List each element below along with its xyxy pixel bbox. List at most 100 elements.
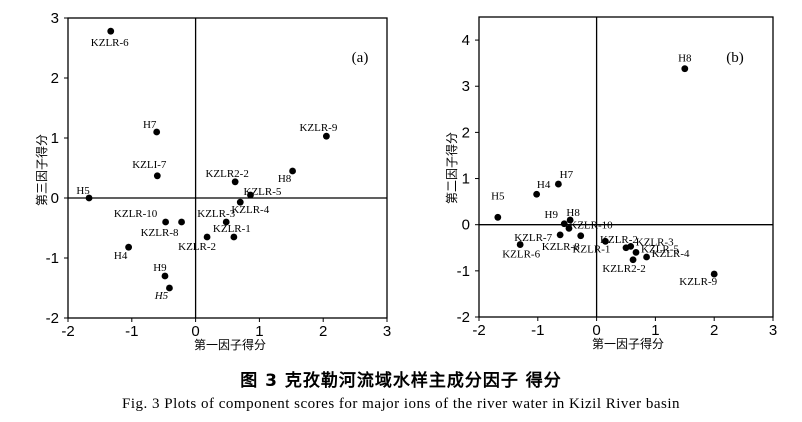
x-tick-label: 3 [769,322,777,339]
y-tick-label: -1 [457,263,470,280]
data-point-label: KZLR-10 [114,208,158,220]
x-tick-label: -1 [125,323,138,340]
data-point [107,27,115,35]
data-point [643,253,650,261]
y-tick-label: 0 [51,190,59,207]
data-point-label: KZLR-9 [299,122,337,134]
x-tick-label: 2 [710,322,718,339]
data-point-label: KZLR2-2 [602,263,645,275]
data-point [125,243,133,251]
data-point-label: KZLR-5 [244,186,282,198]
data-point-label: KZLI-7 [132,159,167,171]
data-point [566,216,574,224]
data-point [166,284,173,292]
data-point-label: KZLR-2 [178,241,216,253]
y-tick-label: -2 [457,309,470,326]
x-tick-label: -2 [472,322,485,339]
data-point-label: KZLR-4 [231,204,269,216]
caption-chinese: 图 3 克孜勒河流域水样主成分因子 得分 [240,371,562,391]
y-tick-label: -1 [46,250,59,267]
y-axis-title: 第三因子得分 [34,134,49,206]
data-point-label: H7 [143,119,157,131]
x-axis-title: 第一因子得分 [194,337,266,352]
data-point [629,256,637,264]
data-point [322,132,330,140]
y-tick-label: 3 [462,78,470,95]
data-point-label: KZLR-9 [679,276,717,288]
data-point [627,242,635,250]
data-point-label: H5 [491,190,505,202]
x-tick-label: 1 [651,322,659,339]
data-point-label: H7 [560,169,574,181]
y-tick-label: 0 [462,217,470,234]
data-point-label: H4 [537,179,551,191]
x-tick-label: 0 [191,323,199,340]
x-tick-label: 3 [383,323,391,340]
data-point [162,218,170,226]
y-tick-label: 2 [51,70,59,87]
x-tick-label: -1 [531,322,544,339]
panel-label: (b) [726,50,744,66]
x-tick-label: 2 [319,323,327,340]
data-point [632,248,640,256]
data-point [222,218,230,226]
data-point [602,237,609,245]
data-point [85,194,93,202]
data-point-label: KZLR-8 [141,227,179,239]
x-tick-label: -2 [61,323,74,340]
data-point [289,167,296,175]
data-point-label: H8 [278,173,292,185]
data-point-label: KZLR-6 [91,37,129,49]
data-point [153,128,161,136]
y-tick-label: 1 [51,130,59,147]
data-point-label: H5 [154,290,169,302]
data-point-label: KZLR-8 [542,241,580,253]
data-point [560,220,568,228]
data-point [533,190,541,198]
x-axis-title: 第一因子得分 [592,336,664,351]
data-point-label: KZLR-3 [636,236,674,248]
data-point-label: KZLR-1 [213,223,251,235]
y-tick-label: -2 [46,310,59,327]
x-tick-label: 1 [255,323,263,340]
data-point [681,65,689,73]
data-point-label: KZLR-3 [197,208,235,220]
data-point-label: H5 [76,185,90,197]
y-tick-label: 4 [462,32,470,49]
y-tick-label: 2 [462,124,470,141]
data-point-label: KZLR-5 [641,243,679,255]
x-tick-label: 0 [592,322,600,339]
y-tick-label: 3 [51,10,59,27]
data-point [230,233,238,241]
y-tick-label: 1 [462,171,470,188]
data-point-label: KZLR-4 [652,248,690,260]
data-point [554,180,562,188]
data-point [556,231,564,239]
data-point [161,272,169,280]
data-point-label: KZLR-10 [569,219,613,231]
data-point [565,224,573,232]
data-point [710,270,718,278]
data-point [236,198,244,206]
data-point-label: KZLR-7 [514,232,552,244]
data-point-label: H4 [114,250,128,262]
data-point-label: H8 [678,53,692,65]
data-point [153,172,161,180]
data-point-label: H8 [566,207,580,219]
data-point [231,178,239,186]
data-point-label: KZLR-2 [600,234,638,246]
y-axis-title: 第二因子得分 [444,132,459,204]
data-point-label: KZLR-1 [572,243,610,255]
data-point-label: KZLR2-2 [205,168,248,180]
panel-label: (a) [352,50,369,66]
data-point-label: H9 [545,209,559,221]
plot-frame [67,17,388,319]
data-point-label: H9 [153,262,167,274]
data-point [203,233,211,241]
data-point [247,191,254,199]
caption-english: Fig. 3 Plots of component scores for maj… [122,396,680,412]
data-point [494,213,502,221]
plot-frame [478,16,774,318]
data-point [516,241,524,248]
